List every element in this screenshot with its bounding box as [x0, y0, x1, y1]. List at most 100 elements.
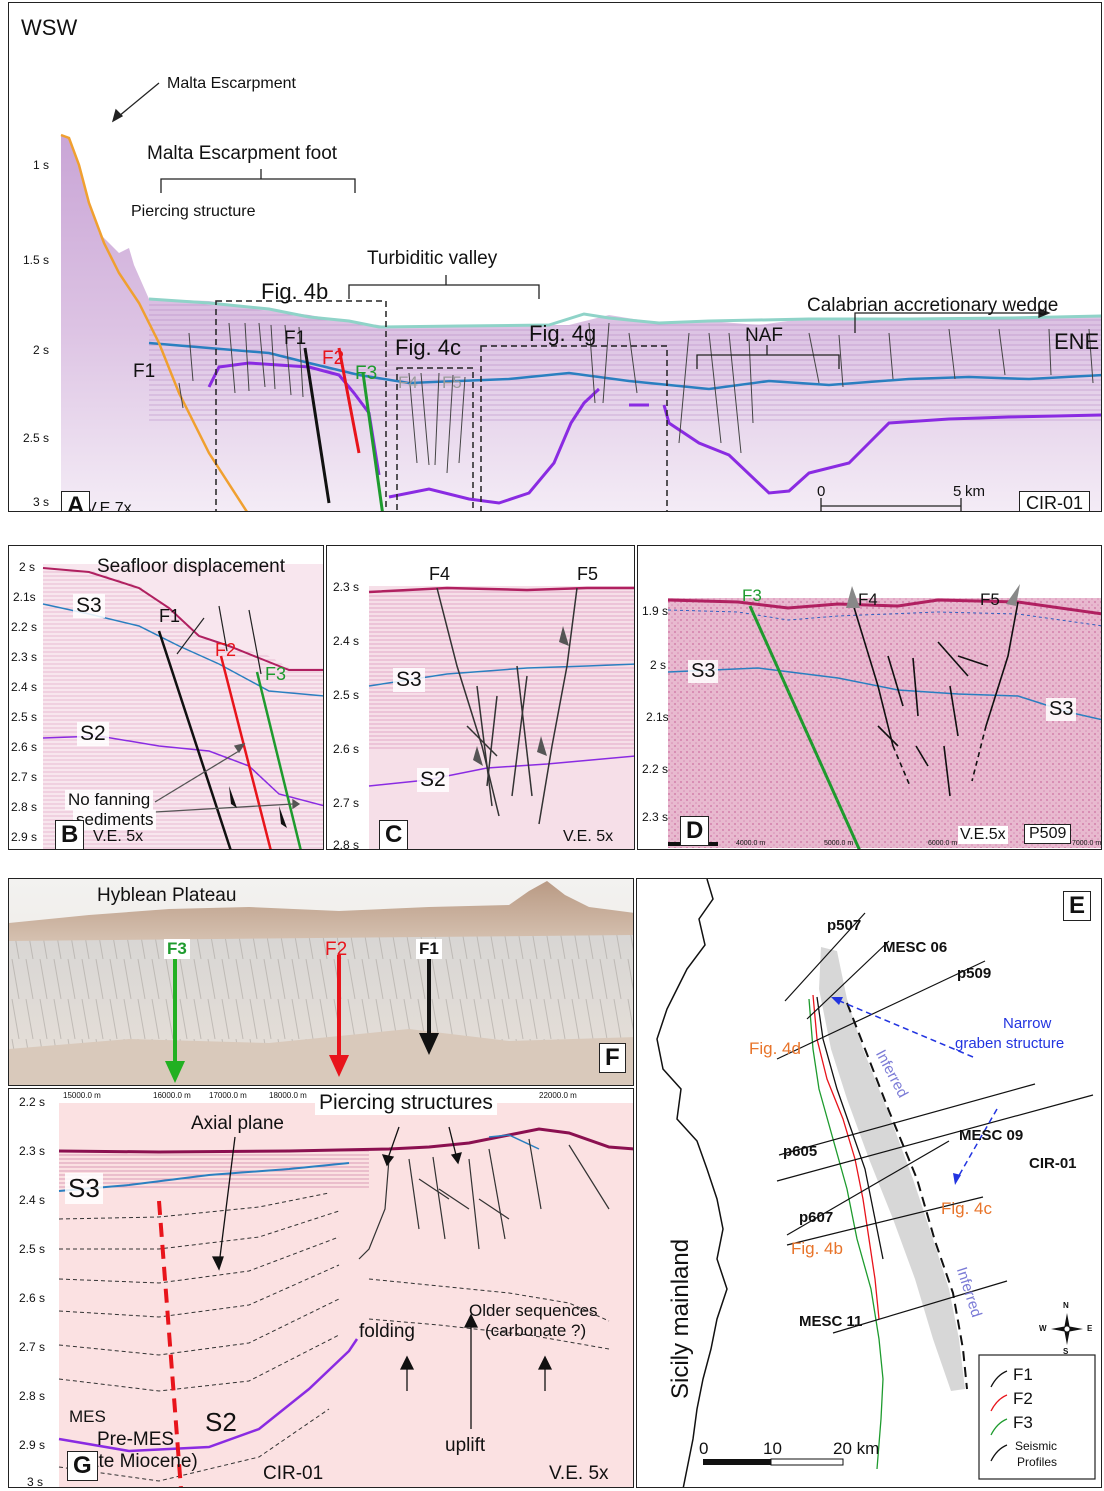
seafloor-displacement-label: Seafloor displacement	[97, 556, 285, 577]
tick-g-7: 2.9 s	[19, 1438, 46, 1452]
tick-a-4: 2.5 s	[23, 431, 50, 445]
fault-f1-left-label: F1	[133, 361, 156, 382]
mes-label: MES	[69, 1407, 106, 1426]
tick-b-3: 2.3 s	[11, 650, 38, 664]
tick-b-6: 2.6 s	[11, 740, 38, 754]
tick-b-5: 2.5 s	[11, 710, 38, 724]
panel-d-letter: D	[680, 816, 710, 846]
profile-mesc11: MESC 11	[799, 1313, 863, 1330]
panel-f-letter: F	[599, 1043, 626, 1073]
escarpment-foot-label: Malta Escarpment foot	[147, 143, 338, 164]
panel-a: WSW ENE 1 s 1.5 s 2 s 2.5 s 3 s Malta Es…	[8, 2, 1102, 512]
xtick-g-2: 17000.0 m	[209, 1091, 247, 1100]
axial-plane-label: Axial plane	[191, 1113, 284, 1134]
xtick-d-2: 6000.0 m	[928, 840, 958, 847]
map-scale-0: 0	[699, 1439, 709, 1458]
tick-d-2: 2.1s	[646, 710, 669, 724]
pre-mes-line2: (Late Miocene)	[71, 1451, 198, 1472]
tick-g-1: 2.3 s	[19, 1144, 46, 1158]
tick-g-2: 2.4 s	[19, 1193, 46, 1207]
malta-escarpment-label: Malta Escarpment	[167, 75, 296, 92]
xtick-d-1: 5000.0 m	[824, 840, 854, 847]
tick-c-1: 2.4 s	[333, 634, 360, 648]
ve-c-label: V.E. 5x	[563, 828, 614, 845]
tick-c-0: 2.3 s	[333, 580, 360, 594]
scale-0-label: 0	[817, 483, 826, 500]
panel-f-terrain	[9, 879, 633, 1085]
older-sequences-line2: (carbonate ?)	[485, 1321, 587, 1340]
ve-b-label: V.E. 5x	[93, 828, 144, 845]
accretionary-wedge-label: Calabrian accretionary wedge	[807, 295, 1059, 316]
panel-g: 2.2 s 2.3 s 2.4 s 2.5 s 2.6 s 2.7 s 2.8 …	[8, 1088, 634, 1488]
fault-f4-label: F4	[398, 373, 418, 392]
ve-a-label: V.E.7x	[86, 500, 132, 512]
narrow-graben-line2: graben structure	[955, 1035, 1065, 1052]
map-fig-4d-label: Fig. 4d	[749, 1039, 801, 1058]
legend-f1: F1	[1013, 1365, 1033, 1384]
profile-p509: P509	[1024, 824, 1072, 844]
horizon-s3-g: S3	[65, 1173, 103, 1204]
horizon-s3-b: S3	[73, 594, 105, 618]
fault-f3-d: F3	[742, 586, 762, 605]
horizon-s2-b: S2	[77, 722, 109, 746]
no-fanning-line2: sediments	[73, 810, 157, 830]
fault-f3-label: F3	[355, 363, 378, 384]
panel-e-map	[656, 879, 1096, 1487]
fault-f4-d: F4	[858, 590, 878, 609]
tick-c-5: 2.8 s	[333, 838, 360, 850]
fault-f1-f: F1	[416, 939, 442, 959]
folding-label: folding	[359, 1321, 415, 1342]
tick-c-3: 2.6 s	[333, 742, 360, 756]
tick-b-1: 2.1s	[13, 590, 36, 604]
compass-n: N	[1063, 1301, 1069, 1310]
profile-mesc06: MESC 06	[883, 939, 948, 956]
panel-a-letter: A	[61, 491, 91, 511]
tick-b-2: 2.2 s	[11, 620, 38, 634]
map-fig-4b-label: Fig. 4b	[791, 1239, 843, 1258]
profile-p507: p507	[827, 917, 862, 934]
panel-e-letter: E	[1063, 891, 1092, 921]
scale-5-label: 5	[953, 483, 962, 500]
legend-f3: F3	[1013, 1413, 1033, 1432]
xtick-d-0: 4000.0 m	[736, 840, 766, 847]
map-scale-20: 20 km	[833, 1439, 880, 1458]
hyblean-plateau-label: Hyblean Plateau	[97, 885, 237, 906]
profile-cir01-map: CIR-01	[1029, 1155, 1077, 1172]
panel-c-letter: C	[379, 820, 409, 849]
panel-b: 2 s 2.1s 2.2 s 2.3 s 2.4 s 2.5 s 2.6 s 2…	[8, 545, 324, 850]
panel-c: 2.3 s 2.4 s 2.5 s 2.6 s 2.7 s 2.8 s F4 F…	[326, 545, 635, 850]
fault-f2-f: F2	[325, 939, 348, 960]
tick-g-6: 2.8 s	[19, 1389, 46, 1403]
xtick-g-0: 15000.0 m	[63, 1091, 101, 1100]
direction-ene: ENE	[1054, 329, 1100, 354]
tick-d-4: 2.3 s	[642, 810, 669, 824]
panel-g-seismic	[58, 1103, 633, 1487]
panel-d-seismic	[667, 584, 1101, 849]
direction-wsw: WSW	[21, 15, 78, 40]
profile-cir01-g: CIR-01	[263, 1463, 324, 1484]
compass-w: W	[1039, 1324, 1047, 1333]
ve-g-label: V.E. 5x	[549, 1463, 609, 1484]
fault-f2-label: F2	[322, 348, 345, 369]
tick-g-8: 3 s	[27, 1475, 44, 1488]
piercing-structures-label: Piercing structures	[315, 1091, 497, 1115]
tick-b-7: 2.7 s	[11, 770, 38, 784]
horizon-s3-d-left: S3	[688, 660, 719, 683]
no-fanning-line1: No fanning	[65, 790, 154, 810]
legend-f2: F2	[1013, 1389, 1033, 1408]
tick-g-3: 2.5 s	[19, 1242, 46, 1256]
profile-p605: p605	[783, 1143, 818, 1160]
tick-a-2: 1.5 s	[23, 253, 50, 267]
xtick-g-4: 22000.0 m	[539, 1091, 577, 1100]
pre-mes-line1: Pre-MES	[97, 1429, 175, 1450]
scale-km-label: km	[965, 483, 985, 500]
fault-f2-b: F2	[215, 640, 237, 660]
horizon-s2-c: S2	[417, 768, 449, 792]
fault-f1-b: F1	[159, 606, 181, 626]
fault-f5-label: F5	[442, 373, 462, 392]
piercing-structure-label: Piercing structure	[131, 203, 256, 220]
tick-a-3: 2 s	[33, 343, 50, 357]
fault-f5-d: F5	[980, 590, 1000, 609]
tick-b-0: 2 s	[19, 560, 36, 574]
horizon-s3-d-right: S3	[1046, 698, 1077, 721]
